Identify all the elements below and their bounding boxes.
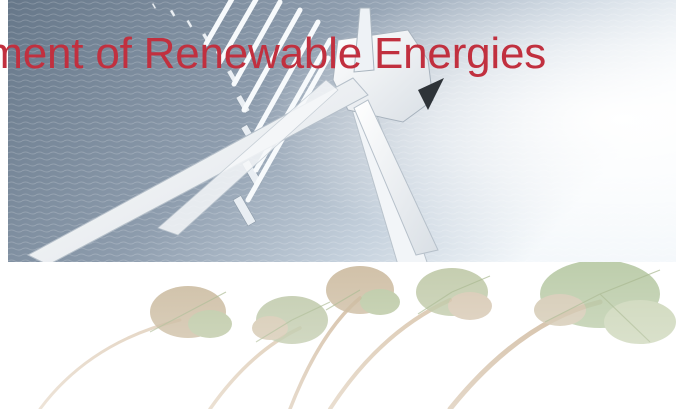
offshore-wind-turbines-photo [8, 0, 676, 265]
palm-trees-photo [0, 262, 676, 409]
slide-title: oment of Renewable Energies [0, 29, 547, 78]
